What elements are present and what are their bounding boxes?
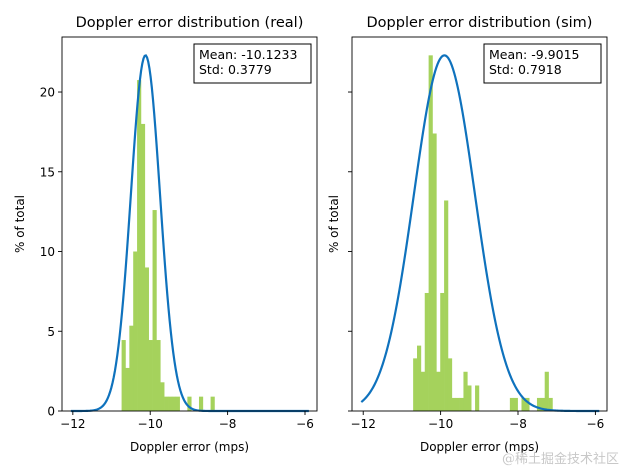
histogram-bar <box>420 371 426 411</box>
annotation-box <box>483 43 602 84</box>
gaussian-fit-curve <box>70 54 309 413</box>
histogram-bar <box>417 345 422 411</box>
chart-title: Doppler error distribution (real) <box>76 15 304 31</box>
y-tick-label: 0 <box>47 405 55 419</box>
x-tick-label: −6 <box>587 417 605 431</box>
x-tick-label: −10 <box>138 417 163 431</box>
histogram-bar <box>140 123 146 411</box>
histogram-bar <box>121 340 126 411</box>
histogram-bar <box>133 251 138 411</box>
y-axis-label: % of total <box>327 195 341 253</box>
histogram-bar <box>455 397 460 411</box>
subplot-sim: −12 −10 −8 −6 Doppler error distribution (si… <box>327 15 608 454</box>
histogram-bar <box>413 358 418 411</box>
histogram-bar <box>148 340 153 411</box>
histogram-bar <box>447 358 453 411</box>
histogram-bar <box>129 325 134 411</box>
histogram-bar <box>432 133 437 411</box>
histogram-bar <box>171 396 177 411</box>
histogram-bar <box>175 396 180 411</box>
std-label: Std: 0.3779 <box>199 62 272 77</box>
mean-label: Mean: -10.1233 <box>199 47 297 62</box>
histogram-bar <box>509 397 515 411</box>
gaussian-fit-curve <box>360 54 600 413</box>
histogram-bar <box>144 267 149 411</box>
histogram-bar <box>168 396 173 411</box>
histogram-bar <box>525 397 530 411</box>
histogram-bar <box>540 397 546 411</box>
histogram-bar <box>152 210 157 411</box>
std-label: Std: 0.7918 <box>489 62 562 77</box>
histogram-bar <box>210 396 215 411</box>
x-tick-label: −8 <box>219 417 237 431</box>
y-tick-label: 20 <box>40 86 55 100</box>
histogram-bar <box>459 397 464 411</box>
y-axis-label: % of total <box>13 195 27 253</box>
mean-label: Mean: -9.9015 <box>489 47 580 62</box>
histogram-bar <box>544 371 549 411</box>
histogram-bar <box>198 396 204 411</box>
histogram-bar <box>436 371 441 411</box>
x-axis-label: Doppler error (mps) <box>420 440 539 454</box>
y-tick-label: 5 <box>47 325 55 339</box>
x-tick-label: −12 <box>60 417 85 431</box>
histogram-bar <box>424 292 429 411</box>
x-tick-label: −6 <box>296 417 314 431</box>
y-tick-label: 10 <box>40 245 55 259</box>
subplot-real: −12 −10 −8 −6 0 5 10 15 20 Doppler error distribu… <box>13 15 318 454</box>
watermark: @稀土掘金技术社区 <box>501 452 619 467</box>
axes-frame <box>61 36 318 412</box>
x-tick-label: −12 <box>351 417 376 431</box>
histogram-bar <box>451 397 457 411</box>
histogram-bar <box>513 397 518 411</box>
histogram-bar <box>164 396 169 411</box>
histogram-bar <box>536 397 542 411</box>
histogram-bar <box>548 397 553 411</box>
annotation-box <box>193 43 312 84</box>
x-tick-label: −8 <box>509 417 527 431</box>
histogram-bar <box>463 371 468 411</box>
histogram-bar <box>440 292 445 411</box>
histogram-bar <box>156 340 161 411</box>
y-tick-label: 15 <box>40 165 55 179</box>
histogram-bar <box>160 382 165 411</box>
chart-title: Doppler error distribution (sim) <box>367 15 593 31</box>
axes-frame <box>351 36 608 412</box>
histogram-bar <box>137 80 142 412</box>
histogram-bar <box>467 385 472 411</box>
histogram-bar <box>428 55 433 411</box>
histogram-bar <box>475 385 480 411</box>
histogram-bar <box>444 200 449 411</box>
x-tick-label: −10 <box>428 417 453 431</box>
histogram-bar <box>125 367 130 411</box>
histogram-bar <box>521 397 526 411</box>
x-axis-label: Doppler error (mps) <box>130 440 249 454</box>
histogram-bar <box>187 396 192 411</box>
